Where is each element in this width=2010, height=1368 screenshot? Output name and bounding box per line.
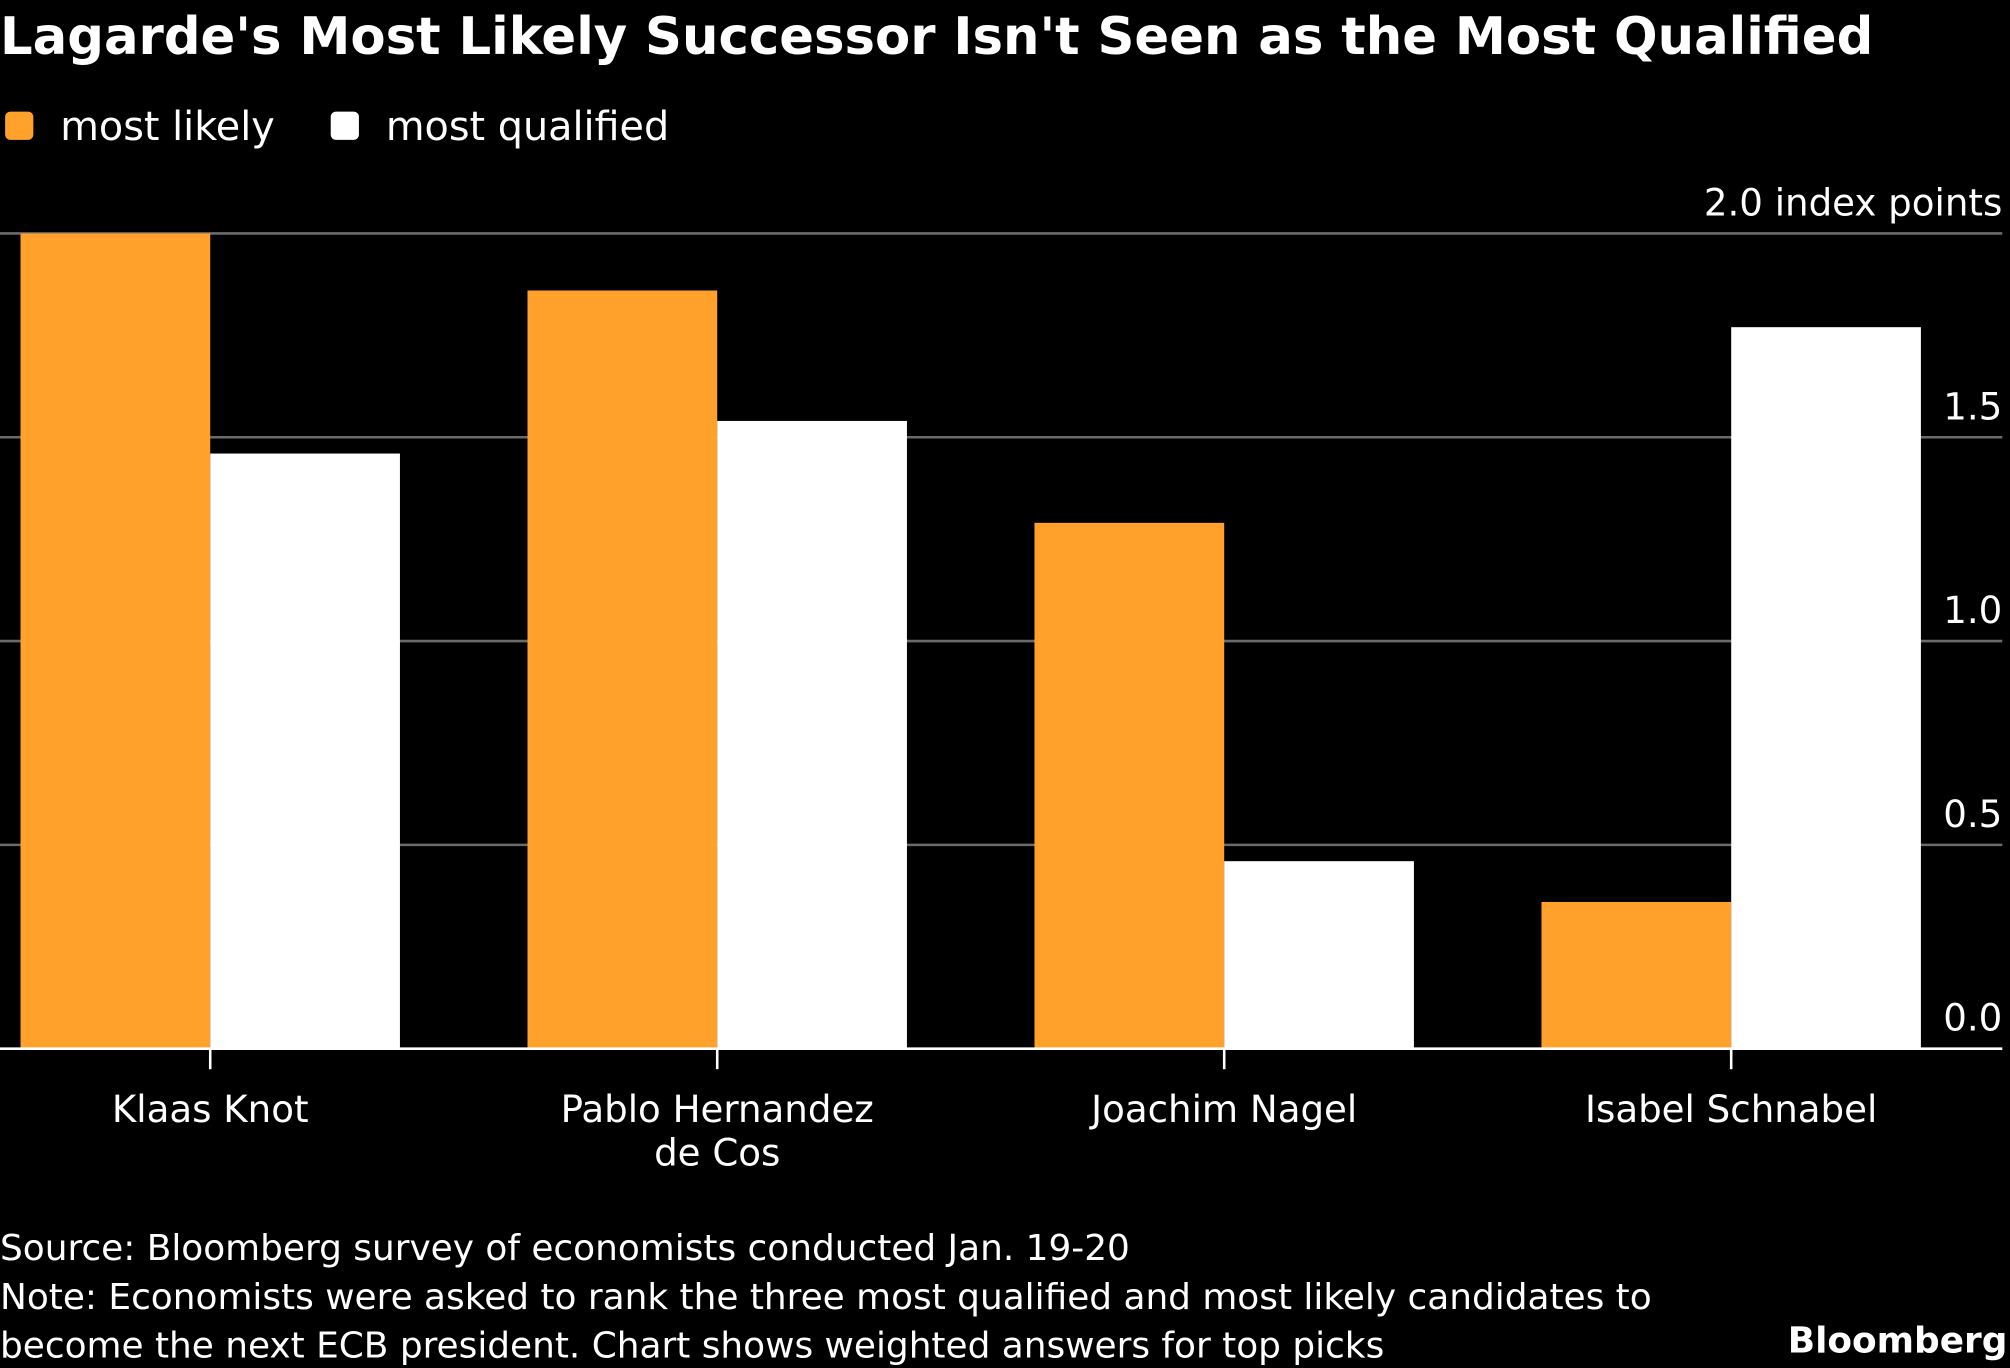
bar-most-qualified — [717, 420, 907, 1049]
bar-most-qualified — [1224, 861, 1414, 1049]
x-tick-label: Joachim Nagel — [1089, 1087, 1357, 1131]
legend-label: most qualified — [386, 104, 669, 150]
y-tick-label: 0.5 — [1943, 792, 2002, 836]
y-tick-label: 1.0 — [1943, 588, 2002, 632]
bars — [20, 233, 1921, 1049]
bloomberg-logo: Bloomberg — [1788, 1321, 2008, 1362]
chart-title: Lagarde's Most Likely Successor Isn't Se… — [0, 7, 1873, 67]
bar-most-likely — [20, 233, 211, 1049]
y-tick-label: 1.5 — [1943, 384, 2002, 428]
bar-most-likely — [1541, 901, 1732, 1049]
legend: most likely most qualified — [5, 104, 669, 150]
bar-most-qualified — [1731, 327, 1921, 1049]
bar-most-likely — [1034, 522, 1225, 1049]
bar-most-qualified — [210, 453, 400, 1049]
bar-most-likely — [527, 290, 718, 1049]
source-note: Source: Bloomberg survey of economists c… — [0, 1228, 1130, 1269]
legend-swatch — [5, 111, 34, 140]
note-line-2: become the next ECB president. Chart sho… — [0, 1326, 1384, 1367]
y-tick-label: 2.0 index points — [1704, 180, 2002, 224]
legend-label: most likely — [60, 104, 275, 150]
grid: 0.0 0.5 1.0 1.5 2.0 index points — [0, 180, 2002, 1040]
y-tick-label: 0.0 — [1943, 996, 2002, 1040]
x-tick-label: Isabel Schnabel — [1585, 1087, 1877, 1131]
x-tick-label: Klaas Knot — [112, 1087, 309, 1131]
x-tick-label: Pablo Hernandez de Cos — [561, 1087, 874, 1175]
legend-swatch — [330, 111, 359, 140]
note-line-1: Note: Economists were asked to rank the … — [0, 1277, 1652, 1318]
x-axis: Klaas Knot Pablo Hernandez de Cos Joachim N… — [0, 1047, 2003, 1175]
